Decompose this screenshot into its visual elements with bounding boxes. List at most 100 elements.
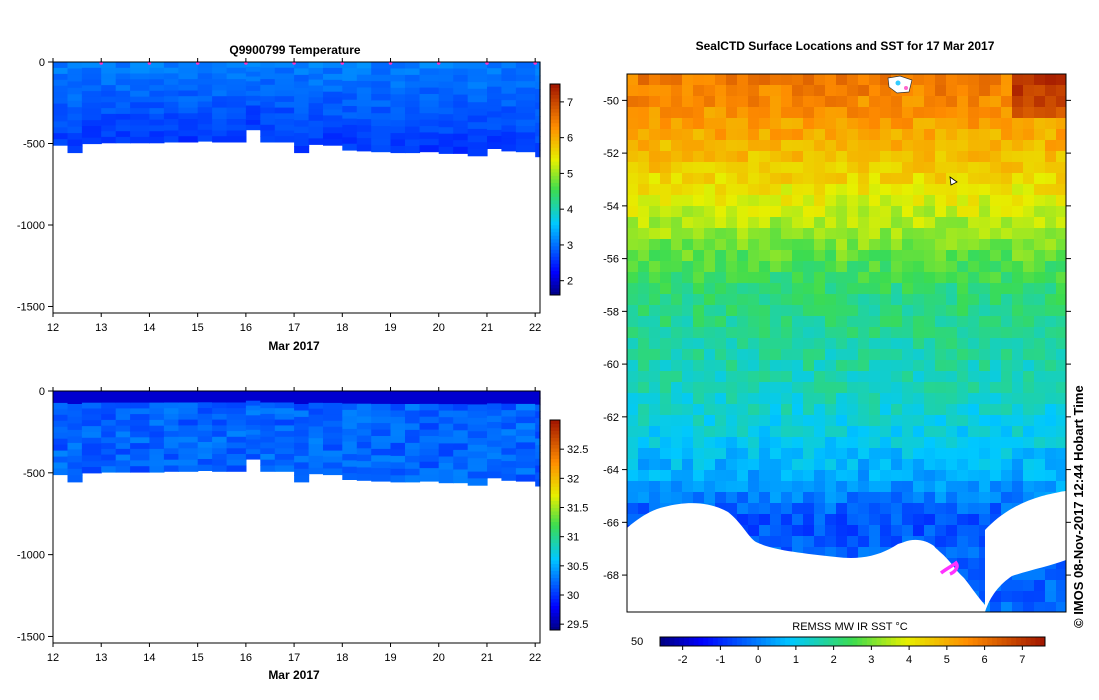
sst-cell — [814, 228, 826, 240]
section-cell — [274, 454, 295, 461]
sst-cell — [682, 217, 694, 229]
sst-cell — [902, 415, 914, 427]
sst-colorbar-segment — [660, 637, 666, 646]
sst-cell — [924, 129, 936, 141]
sst-cell — [693, 151, 705, 163]
sst-cell — [858, 250, 870, 262]
sst-cell — [682, 74, 694, 86]
sst-cell — [946, 481, 958, 493]
sst-colorbar-segment — [948, 637, 955, 646]
section-cell — [101, 113, 117, 121]
section-cell — [405, 436, 421, 444]
sst-cell — [671, 184, 683, 196]
sst-cell — [704, 195, 716, 207]
sst-cell — [693, 338, 705, 350]
sst-cell — [858, 448, 870, 460]
section-cell — [212, 425, 228, 432]
sst-cell — [1023, 173, 1035, 185]
section-cell — [419, 397, 440, 405]
sst-cell — [880, 371, 892, 383]
colorbar-segment — [550, 91, 560, 95]
sst-cell — [792, 382, 804, 394]
section-cell — [67, 429, 83, 437]
sst-cell — [682, 393, 694, 405]
section-cell — [178, 413, 199, 421]
sst-cell — [704, 294, 716, 306]
section-cell — [130, 67, 150, 75]
sst-cell — [638, 162, 650, 174]
section-cell — [515, 391, 536, 398]
sst-cell — [825, 272, 837, 284]
sst-cell — [902, 503, 914, 515]
sst-colorbar-segment — [780, 637, 786, 646]
sst-cell — [704, 272, 716, 284]
section-cell — [212, 402, 228, 409]
sst-cell — [858, 151, 870, 163]
section-cell — [67, 62, 83, 70]
sst-cell — [880, 217, 892, 229]
sst-colorbar-segment — [982, 637, 988, 646]
section-cell — [308, 426, 324, 433]
sst-colorbar-frame — [659, 636, 1046, 647]
sst-cell — [968, 404, 980, 416]
sst-cell — [792, 107, 804, 119]
sst-cell — [836, 96, 848, 108]
sst-cell — [836, 426, 848, 438]
sst-cell — [847, 217, 859, 229]
sst-cell — [781, 525, 793, 537]
sst-cell — [946, 118, 958, 130]
colorbar-segment — [550, 231, 560, 236]
sst-cell — [913, 283, 925, 295]
sst-cell — [792, 360, 804, 372]
sst-cell — [924, 459, 936, 471]
sst-cell — [671, 96, 683, 108]
sst-cell — [759, 162, 771, 174]
sst-cell — [946, 525, 958, 537]
sst-cell — [737, 228, 749, 240]
sst-cell — [946, 404, 958, 416]
sst-cell — [737, 514, 749, 526]
sst-cell — [649, 404, 661, 416]
sst-cell — [968, 338, 980, 350]
sst-cell — [759, 481, 771, 493]
section-cell — [130, 108, 150, 115]
sst-cell — [869, 437, 881, 449]
sst-cell — [792, 305, 804, 317]
sst-cell — [814, 162, 826, 174]
sst-cell — [1034, 173, 1046, 185]
sst-cell — [638, 272, 650, 284]
section-cell — [212, 391, 228, 398]
section-cell — [226, 442, 247, 449]
sst-cell — [781, 195, 793, 207]
section-cell — [163, 431, 179, 438]
sst-cell — [946, 437, 958, 449]
sst-cell — [847, 470, 859, 482]
sst-cell — [1034, 85, 1046, 97]
colorbar-segment — [550, 462, 560, 466]
sst-cell — [869, 514, 881, 526]
sst-cell — [979, 206, 991, 218]
section-cell — [274, 425, 295, 432]
sst-cell — [1012, 129, 1024, 141]
sst-cell — [990, 481, 1002, 493]
sst-cell — [858, 316, 870, 328]
sst-cell — [880, 129, 892, 141]
sst-cell — [946, 503, 958, 515]
sst-cell — [847, 525, 859, 537]
sst-cell — [715, 107, 727, 119]
colorbar-segment — [550, 490, 560, 494]
colorbar-segment — [550, 556, 560, 561]
section-cell — [274, 448, 295, 455]
section-cell — [53, 444, 69, 452]
sst-cell — [825, 283, 837, 295]
section-cell — [501, 100, 517, 107]
colorbar-frame — [549, 419, 561, 631]
sst-cell — [1023, 569, 1035, 581]
section-cell — [130, 425, 150, 433]
section-cell — [405, 74, 421, 82]
sst-cell — [913, 74, 925, 86]
sst-cell — [979, 195, 991, 207]
section-cell — [453, 75, 469, 83]
section-cell — [308, 67, 324, 75]
section-cell — [371, 423, 392, 431]
